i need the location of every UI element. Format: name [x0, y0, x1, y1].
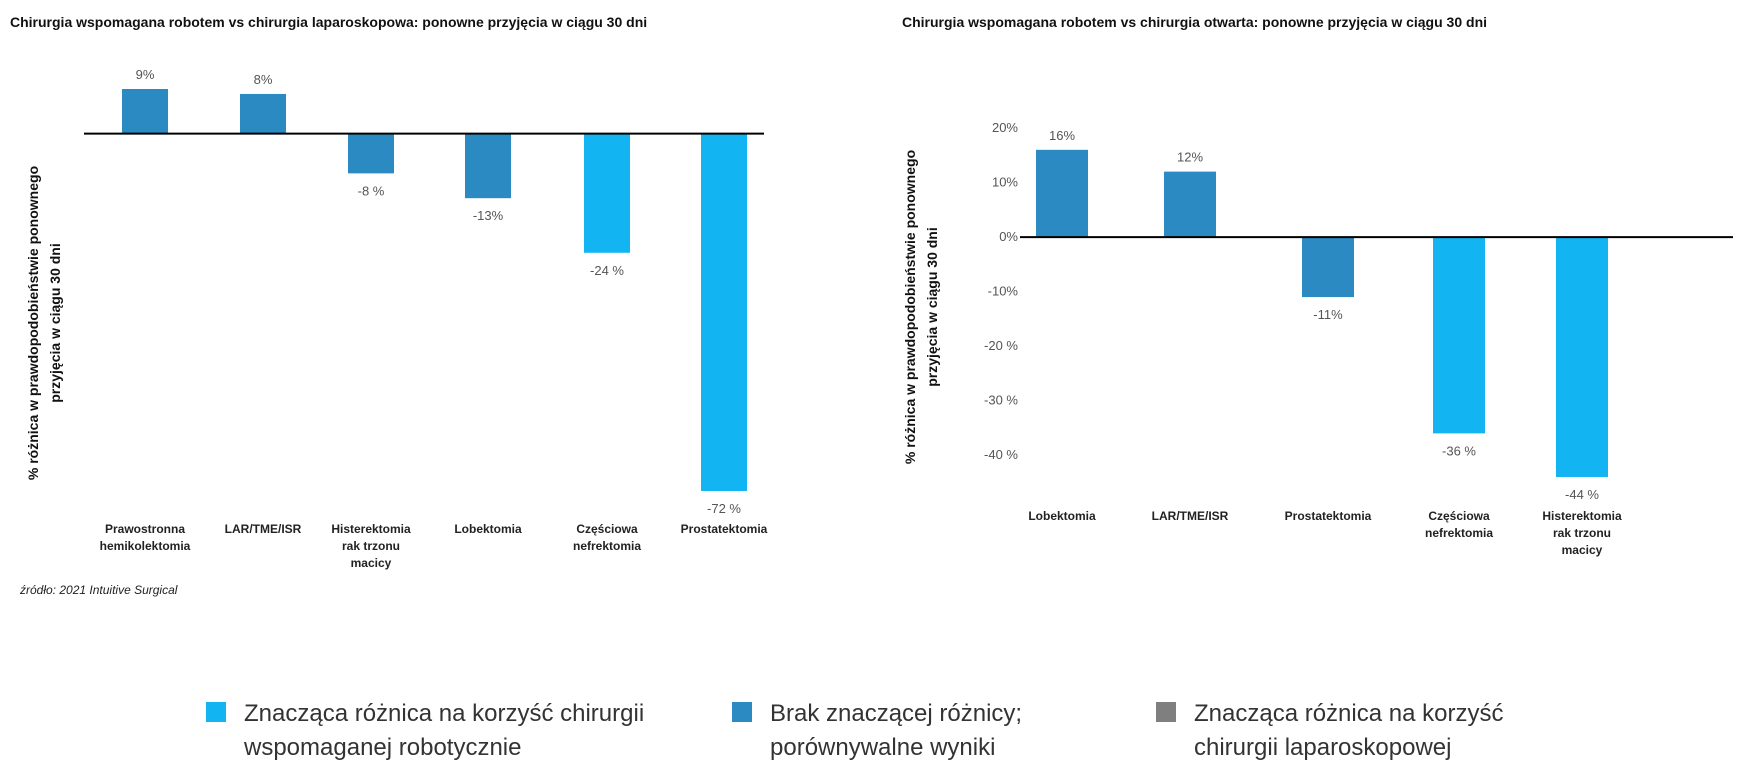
chart1-category-label-line: nefrektomia [573, 539, 641, 553]
legend-item-robotic: Znacząca różnica na korzyść chirurgii ws… [206, 697, 644, 765]
chart1-ylabel-line: % różnica w prawdopodobieństwie ponowneg… [25, 166, 41, 480]
legend-swatch-no-difference [732, 702, 752, 722]
legend-swatch-laparoscopic [1156, 702, 1176, 722]
chart2-category-label-line: nefrektomia [1425, 526, 1493, 540]
chart2-ylabel-line: % różnica w prawdopodobieństwie ponowneg… [902, 150, 918, 464]
chart2-bar [1433, 237, 1485, 434]
chart2-bar [1036, 149, 1088, 238]
legend-text-no-difference-line2: porównywalne wyniki [770, 734, 996, 761]
chart1-category-label-line: macicy [351, 556, 392, 570]
chart2-category-label-line: rak trzonu [1553, 526, 1611, 540]
chart2-data-label: -36 % [1442, 443, 1476, 458]
legend-text-robotic-line2: wspomaganej robotycznie [244, 734, 522, 761]
chart1-category-label-line: hemikolektomia [100, 539, 191, 553]
chart2-category-label-line: LAR/TME/ISR [1152, 509, 1229, 523]
chart2-category-label: Lobektomia [1028, 509, 1096, 523]
chart1-bar [465, 133, 511, 199]
chart1-title: Chirurgia wspomagana robotem vs chirurgi… [10, 14, 648, 30]
chart1-data-label: -8 % [358, 183, 385, 198]
chart2-ytick-label: 0% [999, 229, 1018, 244]
chart1-bar [348, 133, 394, 174]
legend-text-robotic-line1: Znacząca różnica na korzyść chirurgii [244, 700, 645, 727]
chart1-data-label: -72 % [707, 501, 741, 516]
legend-text-laparoscopic-line2: chirurgii laparoskopowej [1194, 734, 1452, 761]
chart2-category-label-line: Prostatektomia [1285, 509, 1372, 523]
chart1-category-label: Prostatektomia [681, 522, 768, 536]
chart1-data-label: -13% [473, 208, 504, 223]
chart2-ytick-label: 10% [992, 175, 1018, 190]
legend-swatch-robotic [206, 702, 226, 722]
chart1-category-label-line: LAR/TME/ISR [225, 522, 302, 536]
chart2-category-label: Prostatektomia [1285, 509, 1372, 523]
chart1-category-label-line: Częściowa [576, 522, 638, 536]
chart2-data-label: 12% [1177, 150, 1203, 165]
legend-text-no-difference-line1: Brak znaczącej różnicy; [770, 700, 1023, 727]
chart1-data-label: 8% [254, 72, 273, 87]
chart1-category-label-line: Lobektomia [454, 522, 522, 536]
legend-text-laparoscopic-line1: Znacząca różnica na korzyść [1194, 700, 1504, 727]
chart2-category-label: LAR/TME/ISR [1152, 509, 1229, 523]
legend-item-no-difference: Brak znaczącej różnicy; porównywalne wyn… [732, 697, 1022, 765]
chart1-category-label-line: Prostatektomia [681, 522, 768, 536]
chart1-ylabel-line: przyjęcia w ciągu 30 dni [47, 243, 63, 403]
chart1-category-label: Lobektomia [454, 522, 522, 536]
chart2-category-label: Częściowa nefrektomia [1425, 509, 1493, 540]
chart1-category-label: Histerektomia rak trzonu macicy [331, 522, 411, 570]
chart2-ylabel-line: przyjęcia w ciągu 30 dni [924, 227, 940, 387]
chart2-ytick-label: 20% [992, 120, 1018, 135]
chart2-data-label: -11% [1313, 307, 1343, 322]
chart2-category-label-line: Częściowa [1428, 509, 1490, 523]
chart1-category-label: Częściowa nefrektomia [573, 522, 641, 553]
chart2-ytick-label: -20 % [984, 338, 1018, 353]
chart1-bar [122, 89, 168, 134]
chart1-bar [584, 133, 630, 253]
chart2-ytick-label: -30 % [984, 393, 1018, 408]
chart2-bar [1302, 237, 1354, 298]
chart1-category-label-line: Histerektomia [331, 522, 411, 536]
chart1-bar [701, 133, 747, 491]
chart2-bar [1556, 237, 1608, 477]
legend-item-laparoscopic: Znacząca różnica na korzyść chirurgii la… [1156, 697, 1503, 765]
chart2-category-label-line: Lobektomia [1028, 509, 1096, 523]
chart1-data-label: -24 % [590, 263, 624, 278]
chart1-category-label: LAR/TME/ISR [225, 522, 302, 536]
chart2-category-label-line: macicy [1562, 543, 1603, 557]
chart2-title: Chirurgia wspomagana robotem vs chirurgi… [902, 14, 1488, 30]
chart2-ytick-label: -10% [988, 284, 1019, 299]
chart2-ylabel: % różnica w prawdopodobieństwie ponowneg… [902, 150, 940, 464]
chart2-category-label-line: Histerektomia [1542, 509, 1622, 523]
chart1-bar [240, 93, 286, 134]
chart1-ylabel: % różnica w prawdopodobieństwie ponowneg… [25, 166, 63, 480]
source-note: źródło: 2021 Intuitive Surgical [20, 583, 178, 597]
chart2-data-label: -44 % [1565, 487, 1599, 502]
chart1-category-label: Prawostronna hemikolektomia [100, 522, 191, 553]
chart2-category-label: Histerektomia rak trzonu macicy [1542, 509, 1622, 557]
chart2-data-label: 16% [1049, 128, 1075, 143]
chart1-category-label-line: Prawostronna [105, 522, 185, 536]
chart2-bar [1164, 171, 1216, 238]
chart1-category-label-line: rak trzonu [342, 539, 400, 553]
chart1-data-label: 9% [136, 67, 155, 82]
chart2-ytick-label: -40 % [984, 447, 1018, 462]
